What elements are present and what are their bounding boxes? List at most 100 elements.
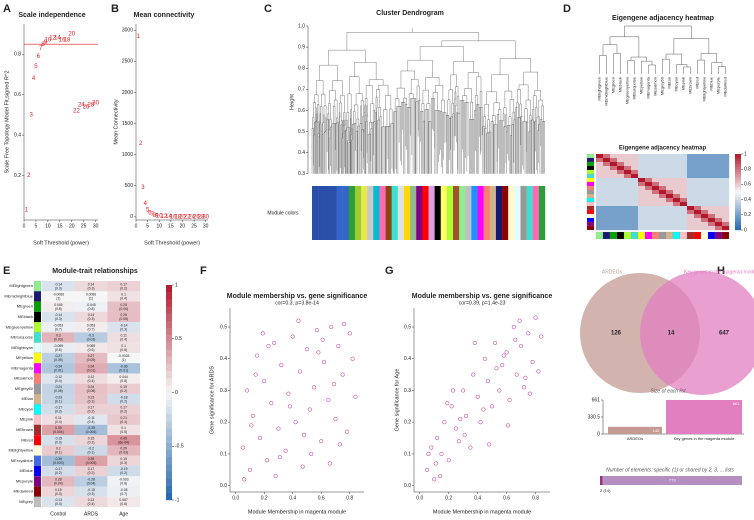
row-color [33, 280, 42, 292]
colorbar-step [166, 285, 172, 293]
cell-p-value: (0.3) [88, 317, 95, 321]
colorbar-step [735, 207, 741, 210]
row-color [586, 205, 595, 211]
row-color [586, 165, 595, 171]
module-color [324, 186, 331, 240]
heatmap-cell [687, 202, 695, 207]
point [293, 420, 298, 425]
heatmap-cell [42, 404, 75, 415]
colorbar-step [735, 197, 741, 200]
heatmap-cell [687, 178, 695, 183]
cell-correlation: 0.34 [88, 365, 95, 369]
heatmap-cell [610, 190, 618, 195]
heatmap-cell [107, 414, 141, 425]
heatmap-cell [701, 222, 709, 227]
module-color [440, 186, 448, 240]
heatmap-cell [107, 465, 141, 477]
row-label: MEgreenyellow [6, 324, 33, 329]
column-color [672, 231, 681, 240]
point-label: 4 [32, 76, 36, 82]
column-color [637, 231, 646, 240]
heatmap-cell [638, 174, 646, 179]
heatmap-cell [652, 162, 660, 167]
cell-correlation: 0.24 [88, 385, 95, 389]
point-label: 4 [144, 201, 148, 207]
row-color [586, 185, 595, 191]
cell-p-value: (0.3) [88, 440, 95, 444]
venn-region-count: 126 [611, 331, 622, 337]
cell-correlation: -0.15 [54, 436, 62, 440]
point-label: 5 [34, 64, 38, 70]
column-label: ARDS [84, 511, 99, 517]
heatmap-cell [659, 206, 667, 211]
cell-correlation: 0.045 [54, 303, 63, 307]
heatmap-cell [708, 218, 716, 223]
heatmap-cell [659, 170, 667, 175]
row-color [33, 291, 42, 302]
heatmap-cell [645, 158, 653, 163]
size-bar-y-tick-label: 661 [592, 397, 601, 403]
module-color [403, 186, 411, 240]
module-color [465, 186, 472, 240]
x-tick-label: 0.0 [232, 495, 239, 501]
cell-p-value: (0.1) [55, 399, 62, 403]
cell-correlation: -0.18 [120, 395, 128, 399]
module-color [330, 186, 337, 240]
heatmap-cell [715, 202, 723, 207]
module-color [489, 186, 497, 240]
point [340, 372, 345, 377]
module-label: MEcyan [674, 77, 679, 91]
module-label: MEpink [681, 77, 686, 90]
row-color [33, 486, 42, 497]
heatmap-cell [708, 210, 716, 215]
heatmap-cell [617, 218, 625, 223]
colorbar-step [166, 356, 172, 365]
colorbar-step [735, 171, 741, 175]
heatmap-cell [701, 154, 709, 159]
point [286, 391, 291, 396]
row-color [33, 424, 42, 436]
row-color [33, 465, 42, 477]
row-color [33, 435, 42, 446]
point-label: 30 [92, 100, 99, 106]
heatmap-cell [42, 394, 75, 405]
y-axis-label: Scale Free Topology Model Fit,signed R^2 [4, 70, 10, 173]
point-label: 16 [170, 214, 177, 220]
cell-correlation: -0.23 [54, 395, 62, 399]
heatmap-cell [701, 162, 709, 167]
point [485, 378, 490, 384]
colorbar-step [166, 457, 172, 465]
heatmap-cell [680, 174, 688, 179]
heatmap-cell [74, 435, 108, 446]
point [250, 413, 255, 418]
heatmap-cell [722, 158, 730, 163]
x-tick-label: 0.2 [445, 495, 452, 501]
column-color [714, 231, 723, 240]
module-color [502, 186, 509, 240]
heatmap-cell [74, 486, 108, 497]
row-label: MEbrown [16, 427, 33, 432]
heatmap-cell [659, 178, 667, 183]
heatmap-cell [631, 226, 639, 231]
module-color [514, 186, 521, 240]
x-tick-label: 5 [146, 223, 149, 229]
heatmap-cell [687, 198, 695, 203]
heatmap-cell [652, 226, 660, 231]
heatmap-cell [617, 170, 625, 175]
column-label: Age [119, 511, 128, 517]
heatmap-cell [680, 154, 688, 159]
cell-correlation: 0.3 [56, 334, 61, 338]
point [458, 416, 463, 422]
heatmap-cell [42, 342, 75, 354]
row-color [33, 496, 42, 508]
y-axis-label: Gene significance for Age [394, 369, 400, 432]
size-bar-value: 140 [653, 428, 660, 433]
heatmap-cell [680, 218, 688, 223]
point [333, 416, 338, 422]
heatmap-cell [596, 154, 604, 159]
cell-correlation: -0.39 [87, 426, 95, 430]
point-label: 12 [161, 214, 168, 220]
heatmap-cell [659, 162, 667, 167]
cell-p-value: (0.7) [55, 327, 62, 331]
point [287, 404, 292, 409]
